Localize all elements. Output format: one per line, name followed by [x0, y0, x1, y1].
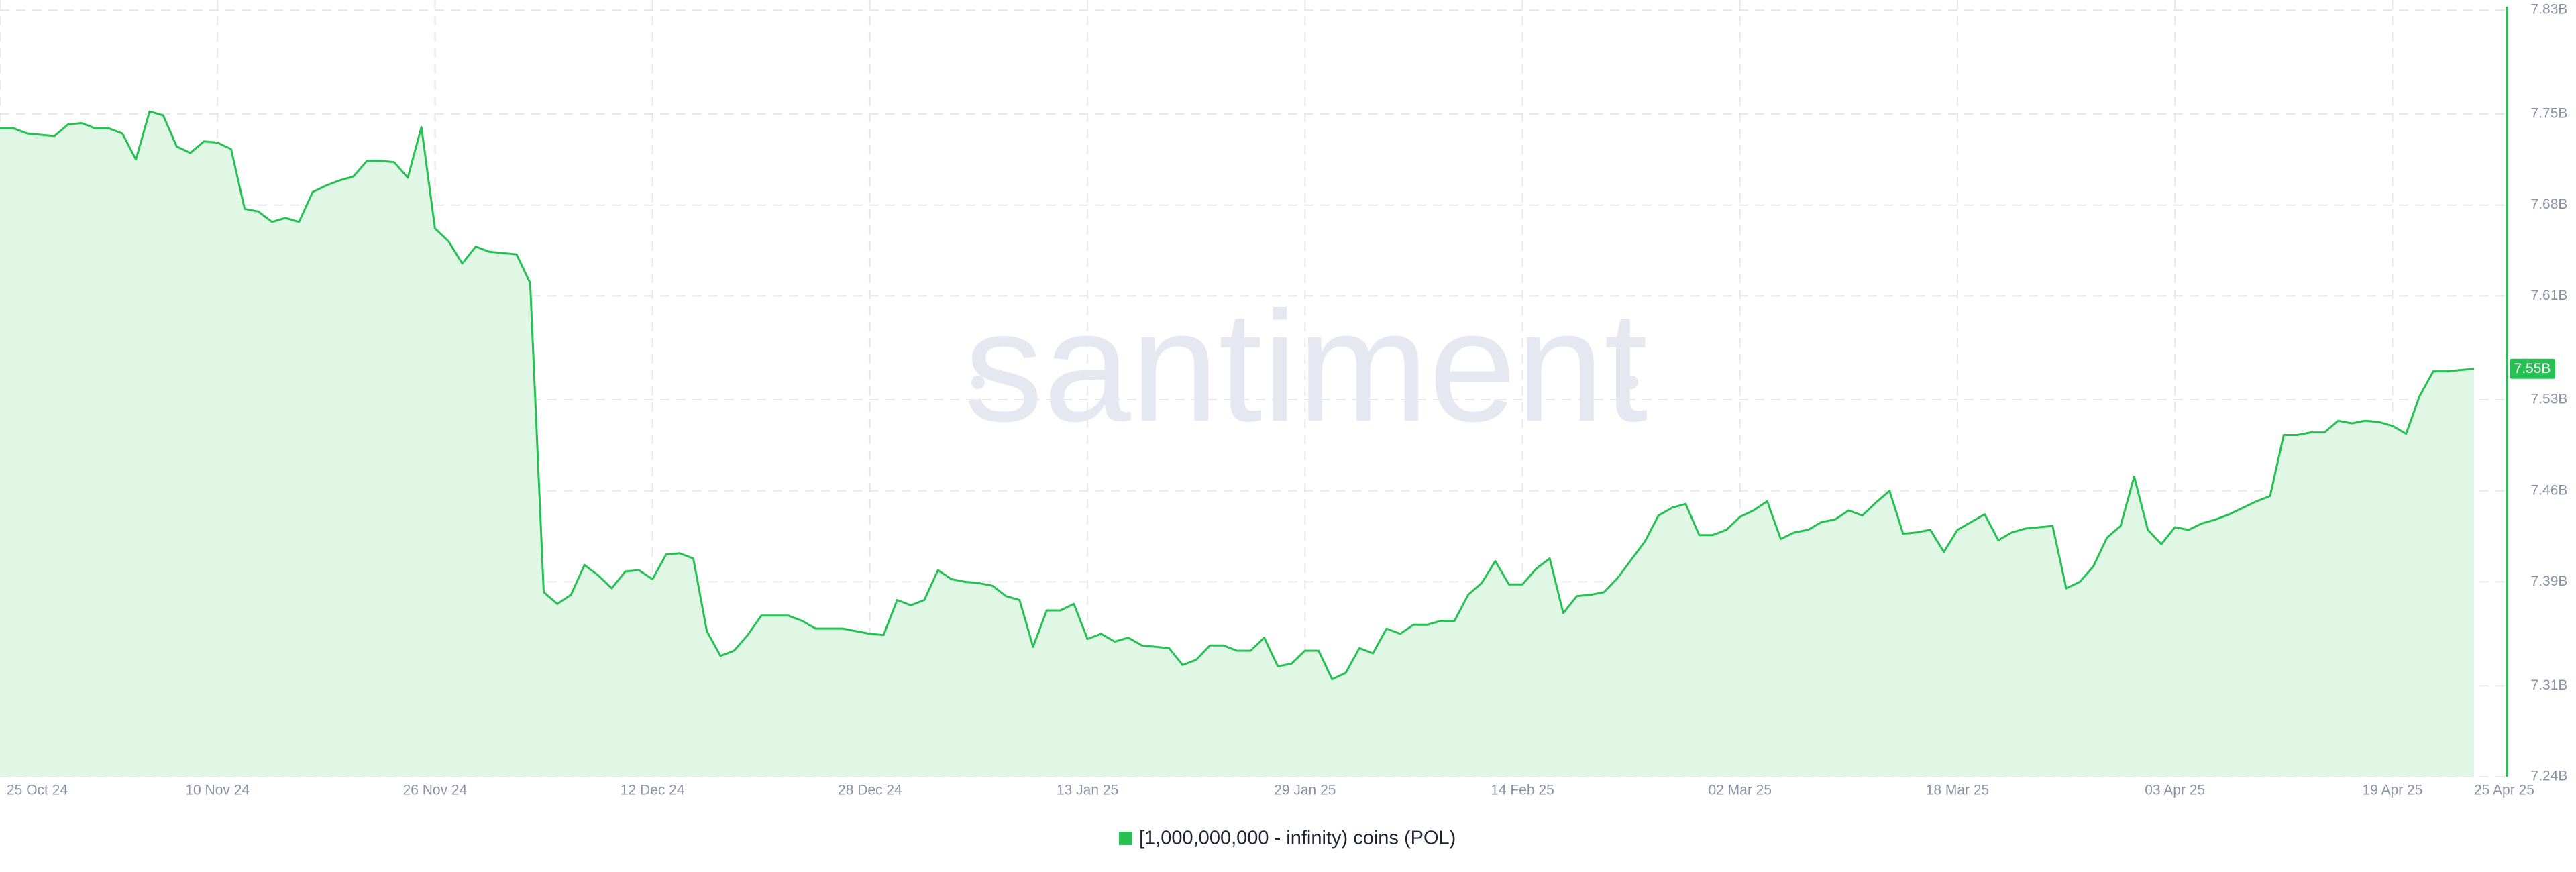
y-tick-label: 7.46B	[2531, 482, 2568, 498]
y-tick-label: 7.39B	[2531, 574, 2568, 589]
legend-label: [1,000,000,000 - infinity) coins (POL)	[1139, 828, 1456, 849]
current-value-label: 7.55B	[2514, 361, 2551, 376]
watermark: santiment	[965, 278, 1648, 454]
legend: [1,000,000,000 - infinity) coins (POL)	[1119, 828, 1456, 849]
x-tick-label: 10 Nov 24	[185, 783, 250, 798]
x-tick-label: 29 Jan 25	[1274, 783, 1336, 798]
watermark-dot	[1625, 376, 1638, 389]
current-value-badge	[2510, 358, 2555, 379]
y-tick-label: 7.75B	[2531, 106, 2568, 121]
area-fill	[0, 111, 2474, 777]
plot	[0, 110, 2475, 777]
watermark-dot	[971, 376, 985, 389]
x-tick-label: 28 Dec 24	[838, 783, 902, 798]
legend-swatch	[1119, 832, 1132, 845]
series-line	[0, 110, 2475, 681]
axes: 7.24B 7.31B 7.39B 7.46B 7.53B 7.61B 7.68B 7.75B…	[7, 2, 2567, 849]
x-tick-label: 26 Nov 24	[403, 783, 468, 798]
x-tick-label: 25 Apr 25	[2474, 783, 2534, 798]
x-tick-label: 02 Mar 25	[1708, 783, 1772, 798]
y-tick-label: 7.83B	[2531, 2, 2568, 17]
x-tick-label: 12 Dec 24	[621, 783, 685, 798]
x-tick-label: 19 Apr 25	[2362, 783, 2422, 798]
x-tick-label: 18 Mar 25	[1926, 783, 1990, 798]
x-tick-label: 25 Oct 24	[7, 783, 68, 798]
x-tick-label: 13 Jan 25	[1057, 783, 1118, 798]
y-tick-label: 7.68B	[2531, 197, 2568, 212]
y-tick-label: 7.31B	[2531, 677, 2568, 693]
y-tick-label: 7.53B	[2531, 392, 2568, 407]
y-tick-label: 7.61B	[2531, 288, 2568, 303]
y-tick-label: 7.24B	[2531, 769, 2568, 784]
x-tick-label: 03 Apr 25	[2145, 783, 2205, 798]
x-tick-label: 14 Feb 25	[1491, 783, 1554, 798]
